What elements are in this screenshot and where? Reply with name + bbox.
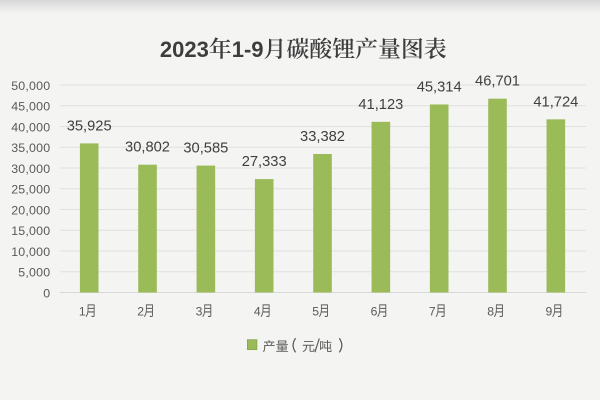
svg-text:35,000: 35,000	[11, 141, 50, 155]
svg-text:25,000: 25,000	[11, 183, 50, 197]
svg-text:15,000: 15,000	[11, 224, 50, 238]
svg-text:7: 7	[429, 305, 436, 319]
svg-text:2: 2	[137, 305, 144, 319]
svg-text:1: 1	[79, 305, 86, 319]
svg-text:2023: 2023	[160, 37, 209, 62]
svg-text:5,000: 5,000	[18, 266, 50, 280]
svg-text:41,123: 41,123	[358, 97, 403, 113]
svg-text:5: 5	[312, 305, 319, 319]
svg-text:33,382: 33,382	[300, 129, 345, 145]
svg-text:41,724: 41,724	[533, 94, 578, 110]
svg-text:9: 9	[546, 305, 553, 319]
svg-text:27,333: 27,333	[242, 154, 287, 170]
svg-text:30,585: 30,585	[183, 141, 228, 157]
svg-text:3: 3	[196, 305, 203, 319]
svg-text:4: 4	[254, 305, 261, 319]
svg-text:10,000: 10,000	[11, 245, 50, 259]
svg-text:35,925: 35,925	[67, 118, 112, 134]
svg-text:8: 8	[487, 305, 494, 319]
svg-text:45,314: 45,314	[417, 79, 462, 95]
svg-text:40,000: 40,000	[11, 120, 50, 134]
svg-text:30,000: 30,000	[11, 162, 50, 176]
svg-text:6: 6	[371, 305, 378, 319]
svg-text:20,000: 20,000	[11, 203, 50, 217]
svg-text:1-9: 1-9	[232, 37, 264, 62]
svg-text:45,000: 45,000	[11, 100, 50, 114]
svg-text:46,701: 46,701	[475, 74, 520, 90]
svg-text:30,802: 30,802	[125, 140, 170, 156]
svg-text:0: 0	[43, 286, 50, 300]
svg-text:50,000: 50,000	[11, 79, 50, 93]
